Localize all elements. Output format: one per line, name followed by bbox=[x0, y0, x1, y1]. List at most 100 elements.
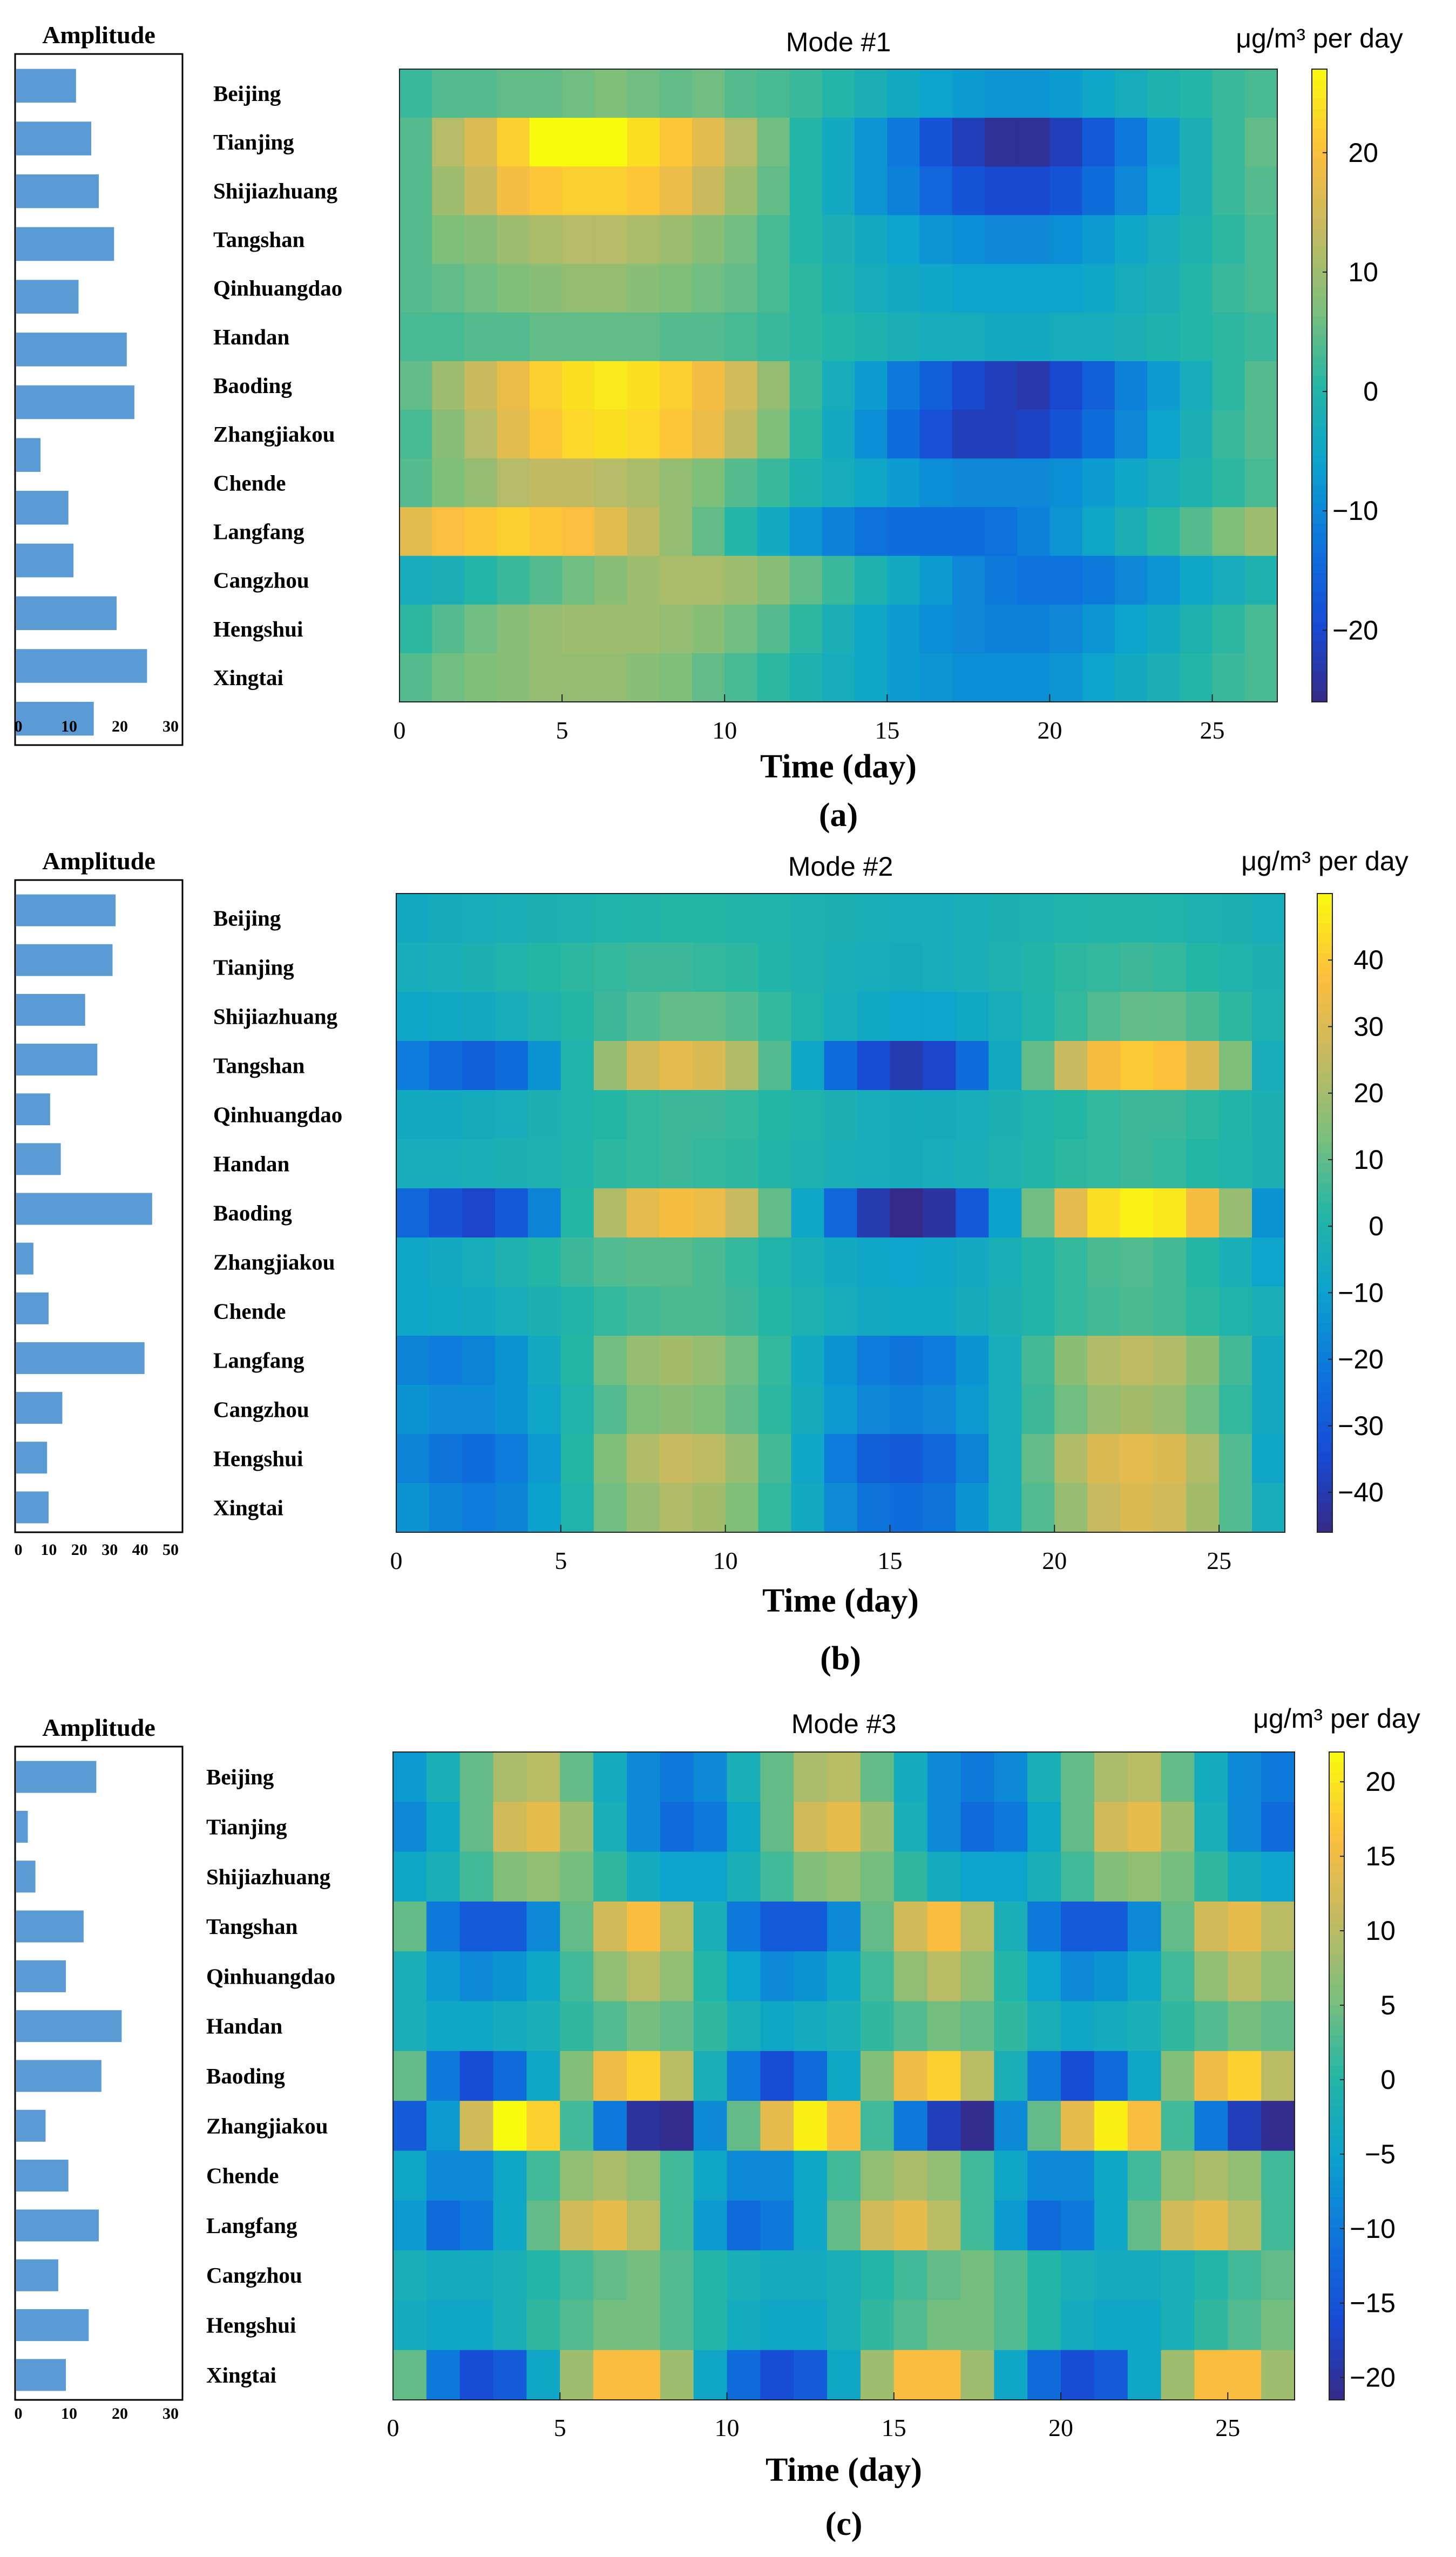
heatmap-cell bbox=[824, 894, 858, 943]
heatmap-cell bbox=[1252, 1188, 1285, 1238]
city-label: Beijing bbox=[213, 81, 281, 106]
colorbar-step bbox=[1312, 444, 1327, 455]
colorbar-step bbox=[1312, 385, 1327, 396]
heatmap-cell bbox=[791, 1237, 825, 1287]
heatmap-cell bbox=[432, 361, 465, 410]
heatmap-cell bbox=[497, 166, 530, 216]
amplitude-frame bbox=[14, 53, 184, 746]
heatmap-cell bbox=[1186, 1041, 1220, 1091]
colorbar-step bbox=[1329, 1883, 1344, 1895]
heatmap-cell bbox=[626, 1901, 661, 1952]
colorbar-step bbox=[1317, 894, 1332, 904]
heatmap-cell bbox=[893, 2300, 928, 2351]
heatmap-cell bbox=[927, 1901, 961, 1952]
colorbar-step bbox=[1312, 553, 1327, 564]
heatmap-cell bbox=[526, 2101, 560, 2152]
amplitude-bar bbox=[16, 1761, 97, 1793]
heatmap-cell bbox=[1219, 1041, 1252, 1091]
heatmap-cell bbox=[791, 992, 825, 1041]
colorbar-tick-label: 10 bbox=[1365, 1916, 1396, 1946]
amplitude-bar bbox=[16, 2209, 99, 2242]
heatmap-cell bbox=[1021, 1041, 1055, 1091]
heatmap-cell bbox=[1219, 943, 1252, 992]
heatmap-cell bbox=[1094, 1752, 1128, 1802]
colorbar-step bbox=[1329, 1762, 1344, 1773]
heatmap-cell bbox=[626, 1483, 660, 1533]
heatmap-cell bbox=[893, 1802, 928, 1852]
heatmap-cell bbox=[1127, 2001, 1162, 2052]
heatmap-cell bbox=[562, 653, 595, 702]
heatmap-cell bbox=[393, 1901, 427, 1952]
heatmap-cell bbox=[794, 2150, 828, 2201]
heatmap-cell bbox=[529, 556, 563, 605]
colorbar-step bbox=[1329, 1964, 1344, 1976]
heatmap-cell bbox=[562, 118, 595, 167]
heatmap-cell bbox=[693, 2350, 728, 2400]
city-label: Baoding bbox=[213, 1201, 292, 1226]
heatmap-cell bbox=[893, 2150, 928, 2201]
heatmap-cell bbox=[757, 215, 790, 265]
city-label: Xingtai bbox=[213, 665, 283, 690]
heatmap-cell bbox=[1180, 118, 1213, 167]
city-label: Tangshan bbox=[213, 1053, 305, 1078]
heatmap-cell bbox=[527, 1237, 561, 1287]
heatmap-cell bbox=[432, 604, 465, 654]
heatmap-cell bbox=[429, 1090, 463, 1140]
heatmap-cell bbox=[827, 2001, 861, 2052]
colorbar-step bbox=[1317, 1293, 1332, 1303]
heatmap-cell bbox=[827, 1752, 861, 1802]
heatmap-cell bbox=[757, 361, 790, 410]
heatmap-cell bbox=[1252, 1385, 1285, 1435]
heatmap-cell bbox=[1021, 992, 1055, 1041]
city-label: Beijing bbox=[206, 1764, 274, 1789]
heatmap-cell bbox=[426, 2001, 460, 2052]
heatmap-cell bbox=[760, 2101, 794, 2152]
heatmap-cell bbox=[1127, 1901, 1162, 1952]
heatmap-cell bbox=[1127, 2150, 1162, 2201]
heatmap-cell bbox=[1054, 1336, 1088, 1385]
heatmap-cell bbox=[890, 1139, 924, 1189]
heatmap-cell bbox=[1054, 1483, 1088, 1533]
heatmap-cell bbox=[1114, 166, 1148, 216]
heatmap-cell bbox=[399, 215, 432, 265]
heatmap-cell bbox=[393, 1951, 427, 2002]
colorbar-step bbox=[1312, 623, 1327, 633]
heatmap-cell bbox=[860, 1752, 895, 1802]
heatmap-cell bbox=[626, 943, 660, 992]
heatmap-cell bbox=[1244, 604, 1278, 654]
heatmap-cell bbox=[960, 1901, 994, 1952]
heatmap-cell bbox=[727, 2200, 761, 2251]
heatmap-cell bbox=[1161, 2200, 1195, 2251]
heatmap-cell bbox=[985, 361, 1018, 410]
city-label: Langfang bbox=[213, 1348, 304, 1373]
heatmap-cell bbox=[497, 263, 530, 313]
colorbar-step bbox=[1317, 963, 1332, 974]
amplitude-tick-label: 50 bbox=[162, 1541, 179, 1559]
heatmap-cell bbox=[725, 1139, 759, 1189]
heatmap-cell bbox=[1261, 2250, 1295, 2301]
colorbar-step bbox=[1312, 356, 1327, 367]
heatmap-cell bbox=[822, 312, 855, 362]
heatmap-cell bbox=[659, 507, 693, 557]
heatmap-cell bbox=[562, 410, 595, 459]
heatmap-cell bbox=[927, 2250, 961, 2301]
colorbar-step bbox=[1329, 2217, 1344, 2229]
heatmap-cell bbox=[560, 2001, 594, 2052]
heatmap-cell bbox=[1186, 1090, 1220, 1140]
heatmap-cell bbox=[822, 166, 855, 216]
heatmap-cell bbox=[526, 1802, 560, 1852]
colorbar-tick-label: −20 bbox=[1350, 2363, 1396, 2393]
heatmap-cell bbox=[659, 69, 693, 118]
heatmap-cell bbox=[1054, 992, 1088, 1041]
colorbar-step bbox=[1329, 1853, 1344, 1864]
heatmap-cell bbox=[497, 507, 530, 557]
heatmap-cell bbox=[692, 118, 725, 167]
heatmap-cell bbox=[1228, 2200, 1262, 2251]
heatmap-cell bbox=[857, 1483, 891, 1533]
colorbar-step bbox=[1329, 2177, 1344, 2188]
heatmap-cell bbox=[1049, 215, 1083, 265]
heatmap-cell bbox=[988, 1041, 1022, 1091]
heatmap-cell bbox=[1186, 894, 1220, 943]
heatmap-cell bbox=[560, 943, 594, 992]
heatmap-cell bbox=[1021, 1336, 1055, 1385]
